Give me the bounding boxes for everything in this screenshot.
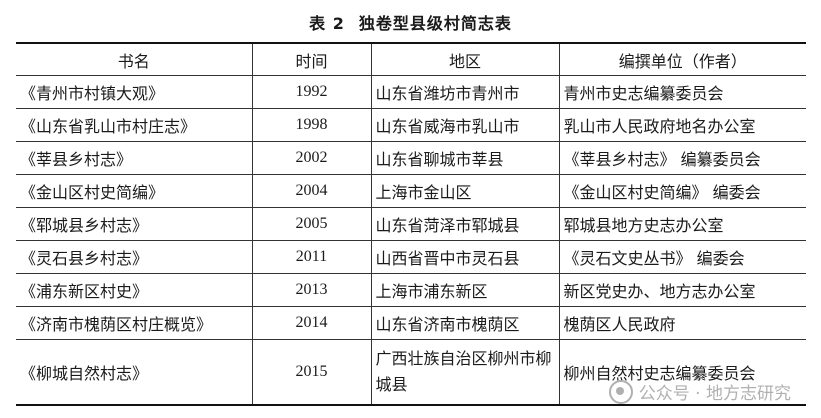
cell-book: 《郓城县乡村志》 [16,207,253,241]
cell-region: 山东省聊城市莘县 [370,141,560,175]
wechat-logo-icon [608,379,633,404]
cell-compiler: 乳山市人民政府地名办公室 [558,108,806,142]
cell-book: 《济南市槐荫区村庄概览》 [16,306,253,340]
header-book: 书名 [16,42,253,76]
cell-compiler: 新区党史办、地方志办公室 [558,273,806,307]
cell-region: 广西壮族自治区柳州市柳城县 [370,339,560,406]
cell-book: 《金山区村史简编》 [16,174,253,208]
cell-region: 上海市金山区 [370,174,560,208]
cell-compiler: 郓城县地方史志办公室 [558,207,806,241]
header-region: 地区 [370,42,560,76]
watermark: 公众号 · 地方志研究 [608,379,791,404]
table-row: 《浦东新区村史》 2013 上海市浦东新区 新区党史办、地方志办公室 [16,273,806,307]
cell-book: 《青州市村镇大观》 [16,75,253,109]
table-row: 《金山区村史简编》 2004 上海市金山区 《金山区村史简编》 编委会 [16,174,806,208]
table-row: 《郓城县乡村志》 2005 山东省菏泽市郓城县 郓城县地方史志办公室 [16,207,806,241]
header-row: 书名 时间 地区 编撰单位（作者） [16,42,806,76]
cell-compiler: 柳州自然村史志编纂委员会 [558,339,806,406]
cell-book: 《浦东新区村史》 [16,273,253,307]
table-title: 独卷型县级村简志表 [358,14,512,33]
cell-book: 《山东省乳山市村庄志》 [16,108,253,142]
cell-year: 1992 [251,75,372,109]
table-row: 《山东省乳山市村庄志》 1998 山东省威海市乳山市 乳山市人民政府地名办公室 [16,108,806,142]
cell-year: 2013 [251,273,372,307]
cell-region: 山东省威海市乳山市 [370,108,560,142]
header-year: 时间 [251,42,372,76]
cell-compiler: 《莘县乡村志》 编纂委员会 [558,141,806,175]
cell-compiler: 《灵石文史丛书》 编委会 [558,240,806,274]
header-compiler: 编撰单位（作者） [558,42,806,76]
cell-year: 2015 [251,339,372,406]
cell-region: 上海市浦东新区 [370,273,560,307]
table-row: 《莘县乡村志》 2002 山东省聊城市莘县 《莘县乡村志》 编纂委员会 [16,141,806,175]
cell-book: 《莘县乡村志》 [16,141,253,175]
watermark-text: 公众号 · 地方志研究 [638,384,791,404]
cell-compiler: 《金山区村史简编》 编委会 [558,174,806,208]
cell-year: 2005 [251,207,372,241]
cell-year: 2014 [251,306,372,340]
cell-year: 1998 [251,108,372,142]
table-row: 《柳城自然村志》 2015 广西壮族自治区柳州市柳城县 柳州自然村史志编纂委员会 [16,339,806,406]
cell-year: 2004 [251,174,372,208]
cell-compiler: 槐荫区人民政府 [558,306,806,340]
cell-book: 《柳城自然村志》 [16,339,253,406]
cell-region: 山东省济南市槐荫区 [370,306,560,340]
cell-year: 2002 [251,141,372,175]
table-number: 表 2 [309,14,345,33]
cell-region: 山西省晋中市灵石县 [370,240,560,274]
cell-region: 山东省潍坊市青州市 [370,75,560,109]
cell-book: 《灵石县乡村志》 [16,240,253,274]
cell-compiler: 青州市史志编纂委员会 [558,75,806,109]
cell-region: 山东省菏泽市郓城县 [370,207,560,241]
table-row: 《灵石县乡村志》 2011 山西省晋中市灵石县 《灵石文史丛书》 编委会 [16,240,806,274]
gazetteer-table: 书名 时间 地区 编撰单位（作者） 《青州市村镇大观》 1992 山东省潍坊市青… [16,42,806,406]
cell-year: 2011 [251,240,372,274]
table-caption: 表 2 独卷型县级村简志表 [0,10,821,34]
table-row: 《济南市槐荫区村庄概览》 2014 山东省济南市槐荫区 槐荫区人民政府 [16,306,806,340]
table-row: 《青州市村镇大观》 1992 山东省潍坊市青州市 青州市史志编纂委员会 [16,75,806,109]
